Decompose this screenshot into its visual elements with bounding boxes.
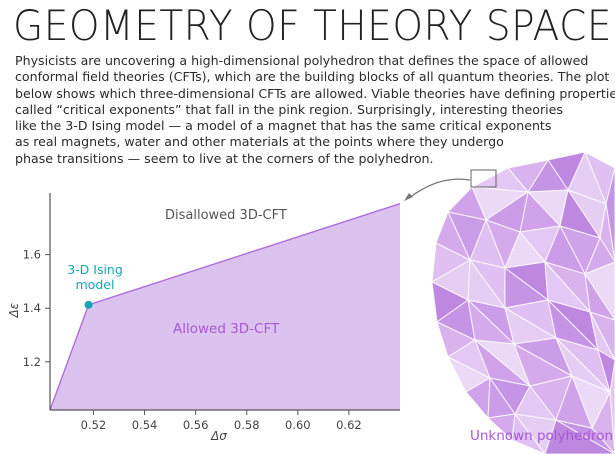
allowed-label: Allowed 3D-CFT [173,321,280,337]
intro-line: as real magnets, water and other materia… [15,134,504,150]
intro-line: like the 3-D Ising model — a model of a … [15,118,552,134]
intro-paragraph: Physicists are uncovering a high-dimensi… [15,53,615,167]
zoom-box [470,169,497,188]
polyhedron-facet [555,374,593,429]
disallowed-label: Disallowed 3D-CFT [165,208,287,223]
polyhedron-illustration [430,150,615,454]
x-tick-label: 0.58 [234,418,260,432]
x-tick-label: 0.54 [132,418,158,432]
ising-label-line1: 3-D Ising [67,262,123,277]
ising-label-line2: model [76,277,115,292]
intro-line: conformal field theories (CFTs), which a… [15,69,610,85]
ising-point [84,300,93,309]
zoom-arrow [408,178,471,199]
page-title: GEOMETRY OF THEORY SPACE [13,2,612,51]
y-tick-label: 1.2 [23,355,41,369]
polyhedron-label: Unknown polyhedron [470,428,613,444]
y-tick-label: 1.4 [23,301,41,315]
x-tick-label: 0.60 [285,418,311,432]
arrow-head-icon [404,193,413,201]
x-tick-label: 0.62 [336,418,362,432]
chart-area: 0.52 0.54 0.56 0.58 0.60 0.62 1.2 1.4 1.6 Δσ Δε Dis… [7,193,401,443]
y-axis-label: Δε [7,302,21,318]
intro-line: phase transitions — seem to live at the … [15,150,434,166]
polyhedron-facet [597,348,615,393]
x-tick-label: 0.52 [81,418,107,432]
x-axis-label: Δσ [210,429,227,443]
x-tick-label: 0.56 [183,418,209,432]
polyhedron-facet [514,385,558,421]
intro-line: Physicists are uncovering a high-dimensi… [15,53,589,68]
y-tick-label: 1.6 [23,248,41,262]
allowed-region [50,203,400,410]
intro-line: below shows which three-dimensional CFTs… [15,85,615,101]
intro-line: called “critical exponents” that fall in… [15,101,563,117]
